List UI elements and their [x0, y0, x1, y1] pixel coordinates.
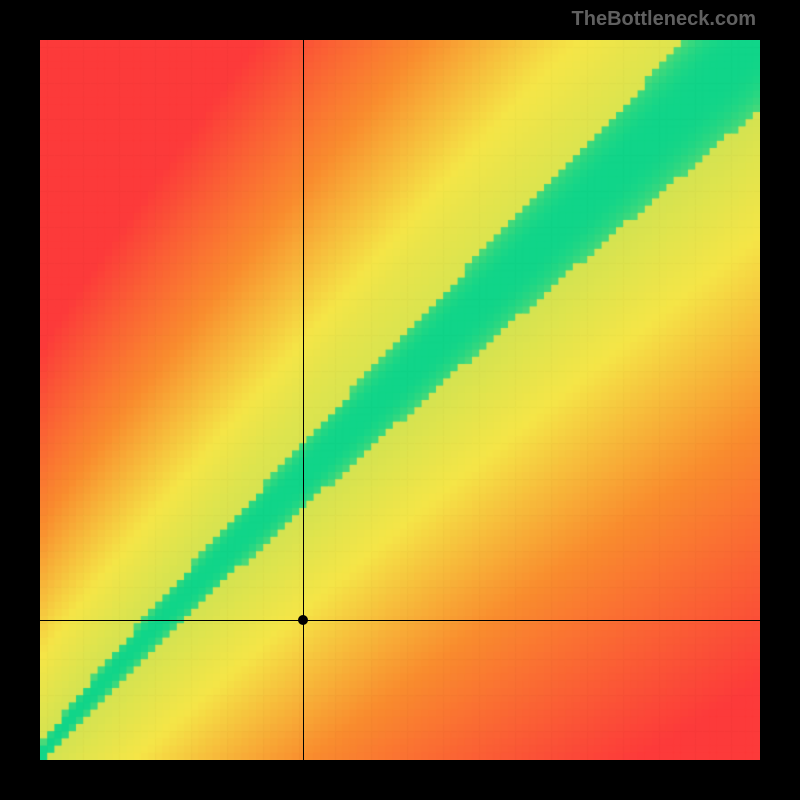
heatmap-chart — [40, 40, 760, 760]
heatmap-canvas — [40, 40, 760, 760]
crosshair-horizontal — [40, 620, 760, 621]
crosshair-dot — [298, 615, 308, 625]
crosshair-vertical — [303, 40, 304, 760]
watermark-text: TheBottleneck.com — [572, 8, 756, 31]
